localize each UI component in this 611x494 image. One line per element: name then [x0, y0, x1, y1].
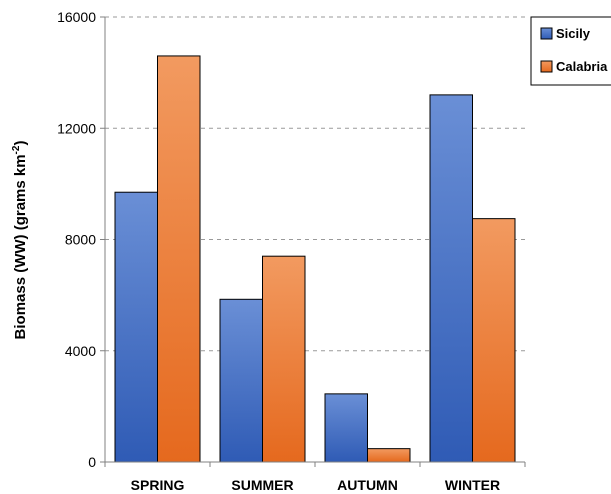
y-tick-label: 0 — [88, 454, 96, 470]
bar-sicily-winter — [429, 94, 473, 463]
y-tick-label: 8000 — [65, 232, 96, 248]
axes — [100, 16, 526, 467]
legend-swatch-sicily — [540, 27, 553, 40]
bar-calabria-winter — [472, 218, 516, 463]
bar-calabria-autumn — [367, 448, 411, 463]
legend-label-calabria: Calabria — [556, 59, 608, 74]
legend-label-sicily: Sicily — [556, 26, 591, 41]
y-tick-label: 12000 — [57, 120, 96, 136]
bar-calabria-spring — [157, 55, 201, 463]
y-tick-label: 4000 — [65, 343, 96, 359]
category-labels: SPRING SUMMER AUTUMN WINTER — [131, 477, 500, 493]
y-axis-title-superscript: -2 — [11, 145, 22, 154]
gridlines — [105, 16, 525, 352]
bar-sicily-autumn — [324, 393, 368, 463]
bar-sicily-summer — [219, 298, 263, 463]
bar-sicily-spring — [114, 191, 158, 463]
y-axis-title-main: Biomass (WW) (grams km — [12, 154, 29, 339]
x-tick-label: AUTUMN — [337, 477, 398, 493]
legend: Sicily Calabria — [530, 16, 611, 86]
x-tick-label: SPRING — [131, 477, 185, 493]
x-tick-label: SUMMER — [231, 477, 293, 493]
y-tick-label: 16000 — [57, 9, 96, 25]
y-axis-title-end: ) — [12, 141, 29, 146]
y-tick-labels: 0 4000 8000 12000 16000 — [57, 9, 96, 470]
legend-swatch-calabria — [540, 60, 553, 73]
y-axis-title: Biomass (WW) (grams km-2) — [11, 141, 29, 340]
bar-calabria-summer — [262, 255, 306, 463]
bars — [114, 55, 516, 463]
x-tick-label: WINTER — [445, 477, 500, 493]
